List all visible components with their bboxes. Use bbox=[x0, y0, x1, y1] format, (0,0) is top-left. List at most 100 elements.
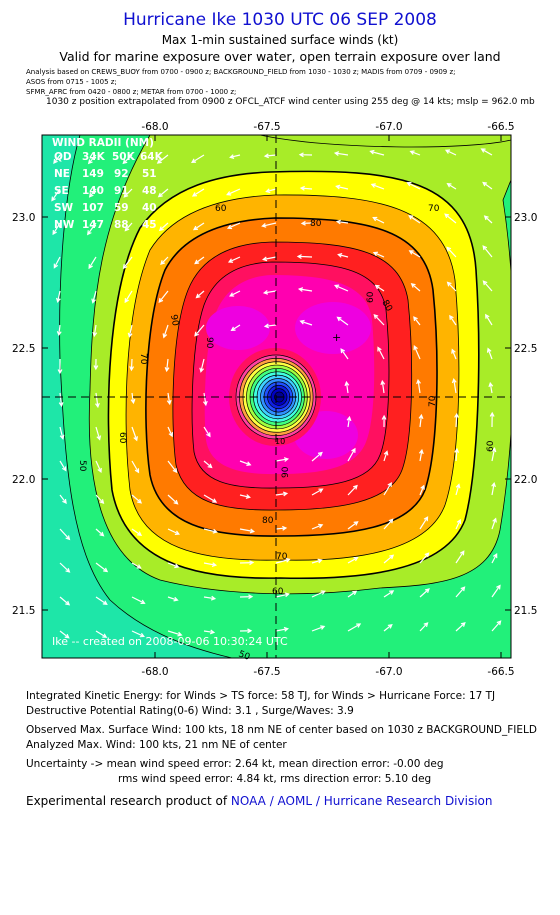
wind-arrow bbox=[451, 348, 457, 360]
wind-arrow bbox=[262, 256, 277, 262]
wind-arrow bbox=[347, 590, 358, 598]
wind-arrow bbox=[383, 554, 395, 564]
wind-arrow bbox=[299, 319, 313, 326]
wind-arrow bbox=[275, 457, 290, 462]
lat-tick-label: 22.0 bbox=[514, 474, 537, 486]
radii-header-50k: 50K bbox=[112, 151, 136, 163]
wind-arrow bbox=[95, 426, 102, 441]
wind-arrow bbox=[372, 251, 385, 258]
contour-label: 70 bbox=[428, 395, 438, 407]
wind-arrow bbox=[488, 381, 494, 394]
wind-arrow bbox=[454, 412, 460, 428]
axis-ticks bbox=[42, 135, 511, 658]
contour-label: 60 bbox=[117, 432, 127, 444]
wind-arrow bbox=[59, 460, 67, 472]
wind-arrow bbox=[53, 256, 61, 269]
wind-arrow bbox=[413, 345, 421, 360]
wind-arrow bbox=[166, 392, 172, 406]
lon-tick-label: -68.0 bbox=[141, 666, 168, 678]
wind-arrow bbox=[87, 154, 97, 165]
wind-arrow bbox=[191, 154, 205, 163]
wind-arrow bbox=[239, 594, 254, 600]
wind-arrow bbox=[131, 596, 146, 605]
contour-label: 80 bbox=[262, 516, 274, 526]
lon-tick-label: -67.5 bbox=[253, 666, 280, 678]
wind-arrow bbox=[383, 623, 393, 632]
radii-50k: 88 bbox=[114, 219, 129, 231]
wind-arrow bbox=[127, 324, 133, 338]
wind-arrow bbox=[409, 150, 421, 156]
contour-label: 70 bbox=[276, 552, 288, 562]
wind-arrow bbox=[167, 562, 180, 569]
wind-arrow bbox=[194, 256, 205, 265]
wind-arrow bbox=[335, 219, 349, 225]
wind-arrow bbox=[95, 562, 109, 573]
wind-radii-table: WIND RADII (NM) QD 34K 50K 64K NE 149 92… bbox=[52, 137, 164, 231]
wind-arrow bbox=[482, 181, 493, 190]
wind-arrow bbox=[449, 314, 457, 326]
wind-arrow bbox=[199, 358, 205, 373]
wind-arrow bbox=[88, 188, 97, 198]
wind-arrow bbox=[296, 254, 313, 259]
wind-arrow bbox=[261, 222, 277, 228]
wind-arrow bbox=[263, 153, 277, 159]
wind-arrow bbox=[131, 494, 143, 504]
wind-arrow bbox=[335, 184, 349, 190]
wind-arrow bbox=[227, 256, 241, 263]
wind-arrow bbox=[91, 290, 97, 304]
max-wind-marker: + bbox=[332, 331, 341, 344]
wind-arrow bbox=[482, 245, 493, 258]
radii-34k: 149 bbox=[82, 168, 104, 180]
wind-arrow bbox=[124, 290, 133, 304]
radii-50k: 91 bbox=[114, 185, 129, 197]
analysis-line-3: SFMR_AFRC from 0420 - 0800 z; METAR from… bbox=[26, 88, 237, 96]
wind-arrow bbox=[418, 413, 424, 428]
wind-arrow bbox=[408, 250, 421, 258]
contour-label: 60 bbox=[486, 440, 496, 452]
wind-arrow bbox=[239, 460, 252, 466]
contour-label: 70 bbox=[138, 353, 148, 365]
wind-arrow bbox=[419, 552, 430, 564]
wind-arrow bbox=[239, 560, 255, 566]
contour-label: 60 bbox=[215, 204, 227, 214]
wind-arrow bbox=[275, 626, 290, 632]
wind-arrow bbox=[455, 550, 465, 564]
lat-tick-label: 21.5 bbox=[514, 605, 537, 617]
contour-label: 60 bbox=[272, 587, 284, 597]
wind-arrow bbox=[446, 246, 457, 258]
wind-arrow bbox=[380, 379, 386, 394]
wind-arrow bbox=[311, 625, 326, 632]
wind-field: + bbox=[42, 135, 511, 658]
lon-tick-label: -67.0 bbox=[375, 666, 402, 678]
wind-arrow bbox=[311, 451, 323, 462]
wind-arrow bbox=[419, 516, 429, 530]
wind-arrow bbox=[92, 324, 98, 338]
radii-header-qd: QD bbox=[54, 151, 72, 163]
wind-arrow bbox=[95, 630, 108, 638]
wind-arrow bbox=[491, 481, 496, 496]
hrd-link[interactable]: NOAA / AOML / Hurricane Research Divisio… bbox=[230, 794, 493, 808]
lat-tick-label: 23.0 bbox=[12, 212, 35, 224]
wind-arrow bbox=[486, 347, 493, 360]
max-wind-pocket-nw bbox=[206, 306, 270, 350]
radii-64k: 48 bbox=[142, 185, 157, 197]
wind-arrow bbox=[167, 630, 183, 637]
radii-quadrant: NE bbox=[54, 168, 70, 180]
wind-arrow bbox=[374, 284, 385, 292]
wind-arrow bbox=[226, 222, 241, 230]
wind-arrow bbox=[167, 426, 174, 438]
radii-header-64k: 64K bbox=[140, 151, 164, 163]
uncertainty-line-2: rms wind speed error: 4.84 kt, rms direc… bbox=[118, 773, 432, 785]
wind-arrow bbox=[124, 222, 133, 232]
center-crosshair bbox=[42, 135, 511, 658]
contour-label-group: 60 70 80 90 70 60 90 80 70 60 50 10 90 8… bbox=[77, 204, 496, 663]
wind-arrow bbox=[418, 448, 424, 462]
contour-label: 80 bbox=[310, 219, 322, 229]
contour-label: 90 bbox=[204, 337, 214, 349]
wind-arrow bbox=[373, 313, 385, 326]
contour-label: 50 bbox=[77, 460, 87, 472]
wind-arrow bbox=[419, 588, 430, 598]
map-frame bbox=[41, 134, 512, 659]
wind-arrow bbox=[129, 358, 135, 372]
wind-arrow bbox=[369, 149, 385, 156]
